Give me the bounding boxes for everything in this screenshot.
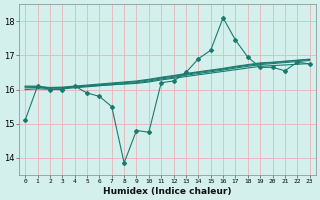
X-axis label: Humidex (Indice chaleur): Humidex (Indice chaleur)	[103, 187, 232, 196]
